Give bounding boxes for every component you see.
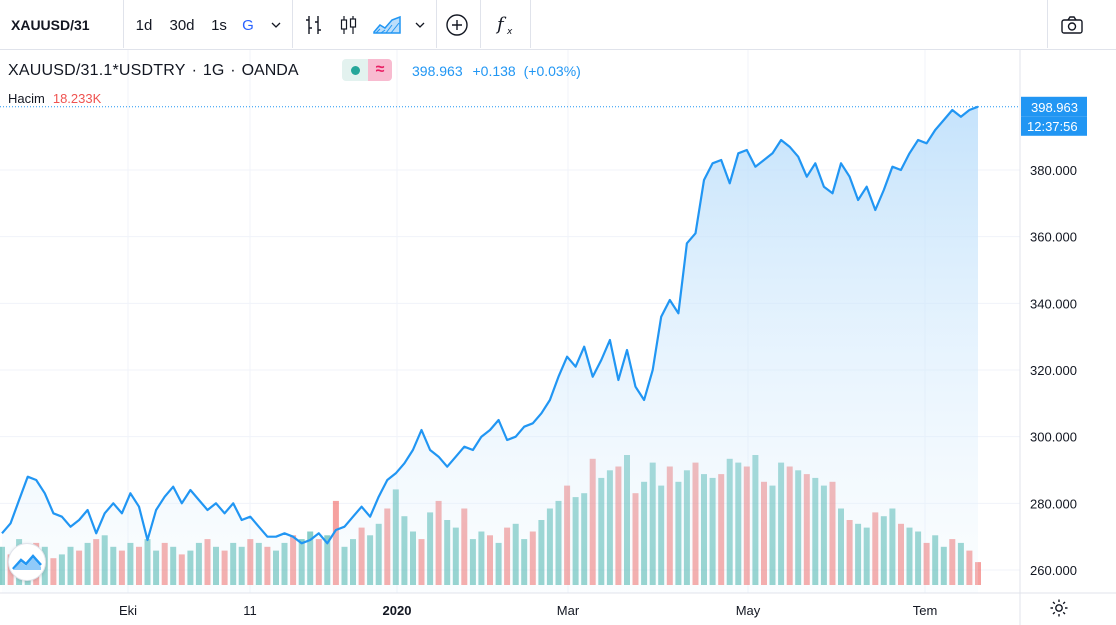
toolbar-divider	[480, 0, 481, 48]
market-status-pill[interactable]: ≈	[342, 59, 392, 81]
toolbar-divider	[436, 0, 437, 48]
interval-1d-button[interactable]: 1d	[135, 16, 153, 34]
legend-change-pct: (+0.03%)	[523, 63, 581, 79]
x-tick-label: 11	[243, 603, 257, 618]
data-delay-icon: ≈	[368, 59, 392, 81]
legend-symbol: XAUUSD/31.1*USDTRY	[8, 62, 186, 79]
legend-price-values: 398.963 +0.138 (+0.03%)	[412, 63, 581, 79]
toolbar-divider	[123, 0, 124, 48]
last-price-tag: 398.963 12:37:56	[1021, 96, 1087, 136]
tradingview-logo-icon[interactable]	[8, 543, 46, 581]
interval-G-button[interactable]: G	[242, 16, 254, 34]
countdown-value: 12:37:56	[1027, 119, 1078, 134]
market-open-dot-icon	[342, 59, 368, 81]
interval-30d-button[interactable]: 30d	[169, 16, 195, 34]
chart-canvas[interactable]: 260.000 280.000 300.000 320.000 340.000 360.0…	[0, 50, 1116, 625]
y-tick-label: 300.000	[1030, 430, 1077, 445]
bar-chart-icon[interactable]	[300, 0, 328, 50]
y-tick-label: 380.000	[1030, 163, 1077, 178]
y-tick-label: 280.000	[1030, 496, 1077, 511]
interval-1s-button[interactable]: 1s	[211, 16, 227, 34]
x-tick-label: Eki	[119, 603, 137, 618]
symbol-search-button[interactable]: XAUUSD/31	[11, 17, 90, 33]
price-line	[1, 105, 979, 545]
toolbar-divider	[1047, 0, 1048, 48]
volume-label: Hacim	[8, 91, 45, 106]
y-tick-label: 360.000	[1030, 230, 1077, 245]
price-tag-value: 398.963	[1031, 100, 1078, 115]
add-compare-icon[interactable]	[441, 0, 473, 50]
area-chart-icon[interactable]	[370, 0, 404, 50]
price-tag-bg	[1021, 96, 1087, 117]
toolbar-divider	[292, 0, 293, 48]
candlestick-icon[interactable]	[335, 0, 363, 50]
volume-legend: Hacim 18.233K	[8, 91, 101, 106]
svg-text:f: f	[495, 14, 507, 35]
toolbar-divider	[530, 0, 531, 48]
chevron-down-icon[interactable]	[266, 0, 286, 50]
y-tick-label: 320.000	[1030, 363, 1077, 378]
legend-last-price: 398.963	[412, 63, 463, 79]
x-tick-label: 2020	[383, 603, 412, 618]
x-tick-label: May	[736, 603, 761, 618]
camera-icon[interactable]	[1055, 0, 1089, 50]
legend-change: +0.138	[472, 63, 516, 79]
y-tick-label: 260.000	[1030, 563, 1077, 578]
volume-value: 18.233K	[52, 91, 102, 106]
price-area	[2, 106, 978, 593]
chevron-down-icon[interactable]	[410, 0, 430, 50]
countdown-bg	[1021, 116, 1087, 136]
legend-interval: 1G	[202, 62, 225, 79]
series-legend: XAUUSD/31.1*USDTRY · 1G · OANDA	[8, 62, 299, 79]
x-tick-label: Tem	[913, 603, 938, 618]
x-tick-label: Mar	[557, 603, 580, 618]
legend-source: OANDA	[241, 62, 299, 79]
gear-icon[interactable]	[1048, 597, 1070, 619]
y-tick-label: 340.000	[1030, 296, 1077, 311]
svg-text:x: x	[506, 27, 513, 37]
